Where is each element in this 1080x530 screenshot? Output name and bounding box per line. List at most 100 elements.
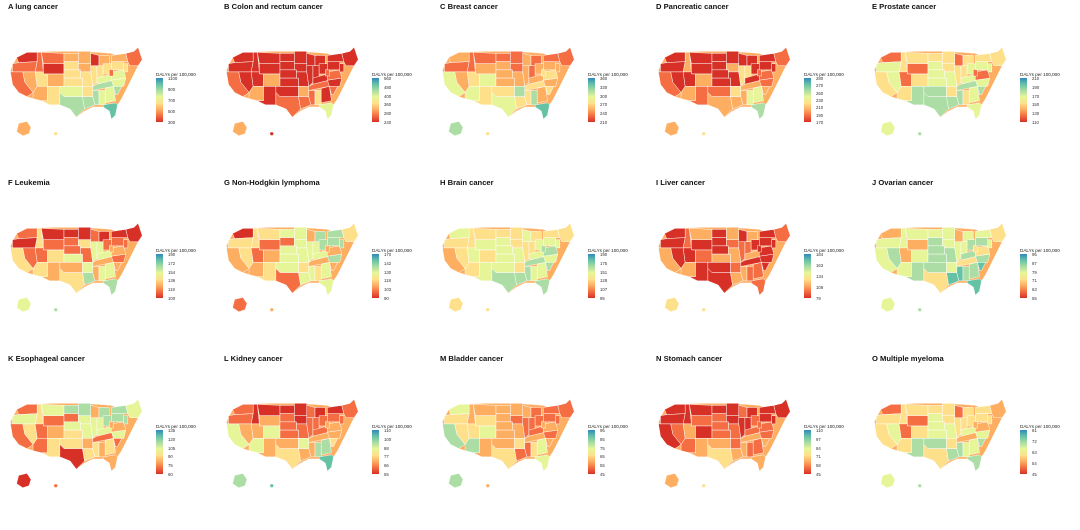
legend-tick-label: 110 <box>384 428 391 433</box>
state-region <box>954 229 964 242</box>
legend-tick-label: 63 <box>1032 287 1037 293</box>
state-region <box>59 443 85 470</box>
state-region <box>989 46 1007 66</box>
state-region <box>946 262 958 273</box>
state-region <box>104 86 116 104</box>
legend-title: DALYs per 100,000 <box>156 248 196 253</box>
map-panel: A lung cancer DALYs per 100,000 1100 900 700… <box>0 2 216 178</box>
state-region <box>711 53 727 62</box>
legend-tick-label: 72 <box>1032 439 1037 444</box>
legend-tick-label: 170 <box>816 120 824 125</box>
state-region <box>318 454 334 472</box>
legend-tick-label: 230 <box>816 98 824 103</box>
state-region <box>968 86 980 104</box>
state-region <box>711 413 727 423</box>
state-region <box>759 61 772 71</box>
state-region <box>510 403 523 416</box>
legend-tick-label: 105 <box>168 445 176 451</box>
legend-tick-label: 130 <box>384 269 392 275</box>
state-region <box>707 443 733 470</box>
state-region <box>514 262 526 273</box>
state-region <box>966 278 982 296</box>
state-region <box>942 227 955 240</box>
legend-tick-label: 154 <box>168 269 176 275</box>
state-region <box>738 405 748 418</box>
legend-tick-label: 118 <box>384 278 391 284</box>
legend-tick-label: 107 <box>600 287 608 293</box>
legend-tick-label: 142 <box>384 260 392 266</box>
legend-tick-label: 79 <box>1032 269 1037 275</box>
state-region <box>954 417 962 439</box>
state-region <box>263 425 281 439</box>
legend-tick-label: 360 <box>600 76 608 81</box>
alaska-region <box>448 473 464 489</box>
legend-tick-label: 85 <box>600 436 605 442</box>
state-region <box>746 442 754 458</box>
panel-title: F Leukemia <box>8 178 50 187</box>
state-region <box>47 425 65 439</box>
state-region <box>314 90 322 106</box>
legend-title: DALYs per 100,000 <box>588 72 628 77</box>
panel-title: L Kidney cancer <box>224 354 283 363</box>
state-region <box>880 52 902 63</box>
state-region <box>250 423 264 439</box>
state-region <box>318 278 334 296</box>
state-region <box>923 262 947 273</box>
state-region <box>327 237 340 247</box>
legend-title: DALYs per 100,000 <box>1020 248 1060 253</box>
choropleth-map <box>658 398 791 489</box>
state-region <box>510 51 523 64</box>
state-region <box>911 249 929 263</box>
state-region <box>82 262 94 273</box>
state-region <box>232 52 254 63</box>
alaska-region <box>16 297 32 313</box>
state-region <box>339 63 345 73</box>
state-region <box>771 63 777 73</box>
legend-colorbar <box>588 78 595 122</box>
state-region <box>34 423 48 439</box>
legend-colorbar <box>156 78 163 122</box>
legend-tick-label: 210 <box>1032 76 1040 81</box>
state-region <box>530 90 538 106</box>
legend-colorbar <box>156 430 163 474</box>
state-region <box>111 237 124 247</box>
legend-colorbar <box>804 254 811 298</box>
choropleth-map <box>10 222 143 313</box>
state-region <box>59 86 83 97</box>
state-region <box>78 415 91 425</box>
state-region <box>746 266 754 282</box>
state-region <box>524 442 532 458</box>
legend-tick-label: 170 <box>384 252 392 257</box>
state-region <box>557 222 575 242</box>
state-region <box>660 61 686 73</box>
legend-tick-label: 66 <box>384 463 389 469</box>
state-region <box>59 438 83 449</box>
legend-tick-label: 184 <box>816 252 824 257</box>
legend-tick-label: 134 <box>816 274 824 279</box>
state-region <box>123 415 129 425</box>
state-region <box>495 53 511 62</box>
state-region <box>522 65 530 87</box>
state-region <box>975 237 988 247</box>
state-region <box>78 403 91 416</box>
state-region <box>773 222 791 242</box>
state-region <box>63 229 79 238</box>
legend-tick-label: 330 <box>600 84 608 90</box>
state-region <box>927 237 943 247</box>
state-region <box>534 454 550 472</box>
state-region <box>975 413 988 423</box>
state-region <box>726 51 739 64</box>
state-region <box>695 249 713 263</box>
legend-tick-label: 45 <box>816 472 821 477</box>
state-region <box>63 405 79 414</box>
state-region <box>530 266 538 282</box>
state-region <box>543 245 559 257</box>
state-region <box>898 247 912 263</box>
state-region <box>123 63 129 73</box>
state-region <box>306 53 316 66</box>
legend-colorbar <box>588 254 595 298</box>
state-region <box>306 241 314 263</box>
state-region <box>557 398 575 418</box>
state-region <box>510 415 523 425</box>
state-region <box>975 61 988 71</box>
